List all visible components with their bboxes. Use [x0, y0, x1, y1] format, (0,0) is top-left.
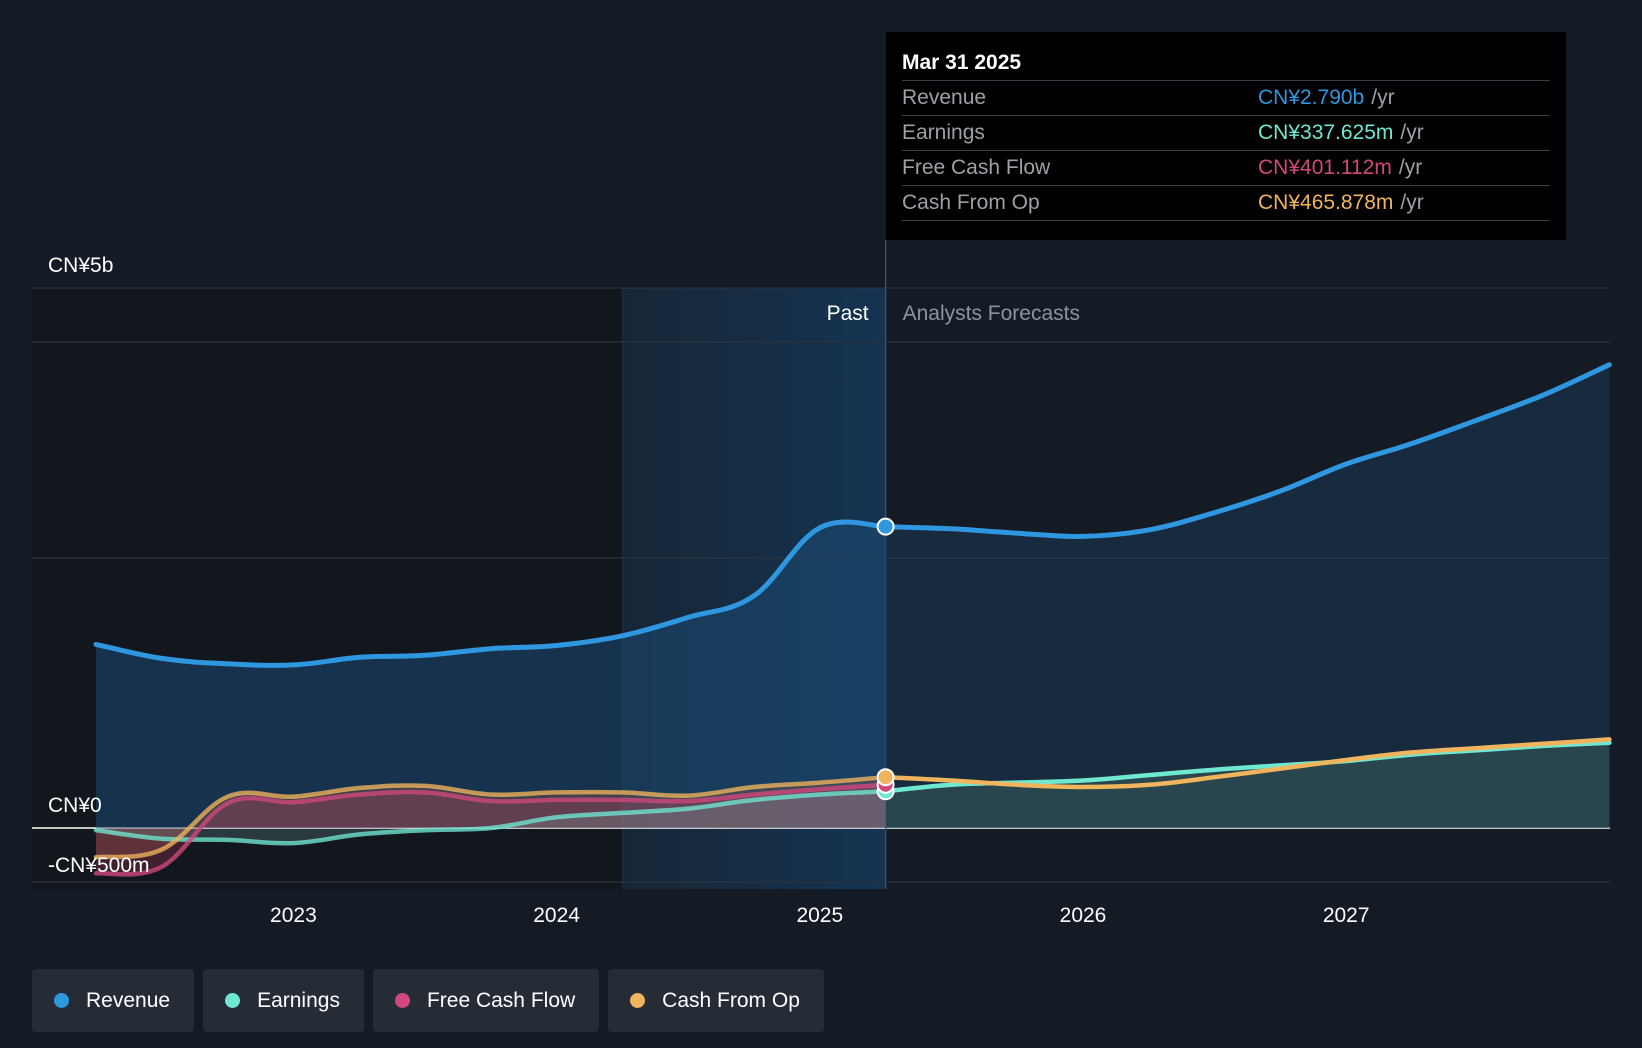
tooltip-row-cash-from-op: Cash From Op CN¥465.878m /yr	[902, 186, 1550, 221]
revenue-line-forecast	[883, 362, 1612, 539]
y-axis-label: CN¥0	[48, 794, 102, 817]
x-axis-label: 2026	[1060, 904, 1107, 927]
legend-dot-icon	[630, 993, 646, 1008]
cash-from-op-marker	[876, 768, 895, 787]
y-axis-label: -CN¥500m	[48, 854, 150, 877]
past-label: Past	[827, 302, 869, 325]
revenue-area-past	[96, 521, 886, 828]
earnings-area-forecast	[885, 742, 1610, 828]
x-axis-label: 2023	[270, 904, 317, 927]
revenue-line-past	[93, 519, 889, 668]
tooltip-value: CN¥465.878m	[1258, 191, 1394, 214]
free-cash-flow-line-past	[93, 782, 888, 877]
revenue-area-forecast	[885, 364, 1610, 828]
legend-label: Cash From Op	[662, 988, 800, 1012]
data-tooltip: Mar 31 2025 Revenue CN¥2.790b /yr Earnin…	[886, 32, 1566, 240]
tooltip-label: Earnings	[902, 121, 985, 144]
chart-legend: Revenue Earnings Free Cash Flow Cash Fro…	[32, 969, 824, 1032]
legend-dot-icon	[225, 993, 241, 1008]
tooltip-label: Cash From Op	[902, 191, 1040, 214]
y-axis-label: CN¥5b	[48, 254, 113, 277]
tooltip-row-revenue: Revenue CN¥2.790b /yr	[902, 81, 1550, 116]
legend-label: Free Cash Flow	[426, 988, 576, 1012]
tooltip-label: Revenue	[902, 86, 987, 109]
tooltip-value: CN¥2.790b	[1258, 86, 1365, 109]
x-axis-label: 2027	[1323, 904, 1370, 927]
revenue-marker	[876, 517, 895, 536]
tooltip-date: Mar 31 2025	[902, 46, 1550, 81]
tooltip-unit: /yr	[1400, 191, 1424, 214]
tooltip-value: CN¥337.625m	[1258, 121, 1394, 144]
legend-dot-icon	[394, 993, 410, 1008]
legend-item-cash-from-op[interactable]: Cash From Op	[608, 969, 824, 1032]
earnings-line-past	[93, 789, 888, 846]
legend-item-earnings[interactable]: Earnings	[203, 969, 364, 1032]
legend-item-revenue[interactable]: Revenue	[32, 969, 195, 1032]
tooltip-unit: /yr	[1398, 156, 1423, 179]
tooltip-label: Free Cash Flow	[902, 156, 1051, 179]
tooltip-unit: /yr	[1400, 121, 1424, 144]
tooltip-value: CN¥401.112m	[1258, 156, 1392, 179]
cash-from-op-line-forecast	[883, 737, 1612, 790]
legend-item-free-cash-flow[interactable]: Free Cash Flow	[372, 969, 600, 1032]
legend-dot-icon	[54, 993, 69, 1008]
legend-label: Revenue	[86, 988, 171, 1012]
tooltip-unit: /yr	[1371, 86, 1395, 109]
x-axis-label: 2024	[533, 904, 580, 927]
cash-from-op-line-past	[93, 774, 888, 860]
tooltip-row-earnings: Earnings CN¥337.625m /yr	[902, 116, 1550, 151]
legend-label: Earnings	[257, 988, 340, 1012]
x-axis-label: 2025	[796, 904, 843, 927]
tooltip-row-free-cash-flow: Free Cash Flow CN¥401.112m /yr	[902, 151, 1550, 186]
earnings-area	[96, 791, 886, 844]
forecast-label: Analysts Forecasts	[903, 302, 1080, 325]
